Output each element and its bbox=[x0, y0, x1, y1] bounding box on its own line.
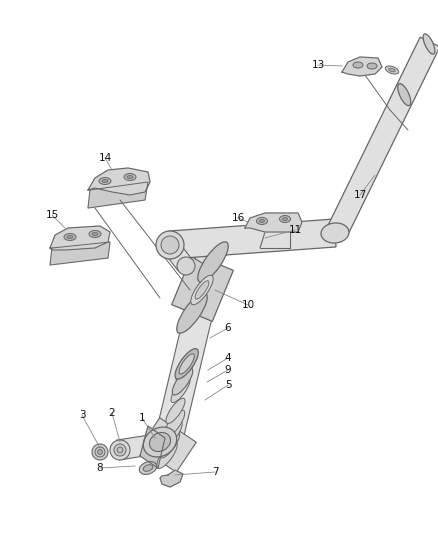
Polygon shape bbox=[50, 226, 110, 250]
Ellipse shape bbox=[98, 449, 102, 455]
Ellipse shape bbox=[423, 34, 435, 54]
Ellipse shape bbox=[367, 63, 377, 69]
Ellipse shape bbox=[257, 217, 268, 224]
Text: 1: 1 bbox=[139, 413, 145, 423]
Text: 7: 7 bbox=[212, 467, 218, 477]
Text: 5: 5 bbox=[225, 380, 231, 390]
Text: 9: 9 bbox=[225, 365, 231, 375]
Ellipse shape bbox=[159, 431, 180, 458]
Text: 11: 11 bbox=[288, 225, 302, 235]
Ellipse shape bbox=[143, 427, 177, 457]
Text: 4: 4 bbox=[225, 353, 231, 363]
Ellipse shape bbox=[164, 410, 185, 437]
Polygon shape bbox=[88, 182, 148, 208]
Polygon shape bbox=[117, 435, 152, 460]
Polygon shape bbox=[140, 418, 196, 472]
Ellipse shape bbox=[156, 231, 184, 259]
Ellipse shape bbox=[172, 368, 193, 395]
Ellipse shape bbox=[110, 440, 130, 460]
Ellipse shape bbox=[157, 441, 177, 469]
Ellipse shape bbox=[191, 275, 213, 305]
Ellipse shape bbox=[67, 236, 73, 238]
Ellipse shape bbox=[283, 217, 287, 221]
Ellipse shape bbox=[353, 62, 363, 68]
Ellipse shape bbox=[279, 215, 290, 222]
Ellipse shape bbox=[124, 174, 136, 181]
Ellipse shape bbox=[127, 175, 133, 179]
Ellipse shape bbox=[143, 465, 153, 471]
Polygon shape bbox=[50, 242, 110, 265]
Text: 6: 6 bbox=[225, 323, 231, 333]
Ellipse shape bbox=[117, 447, 123, 453]
Ellipse shape bbox=[179, 354, 194, 374]
Ellipse shape bbox=[259, 220, 265, 222]
Ellipse shape bbox=[389, 68, 396, 72]
Polygon shape bbox=[342, 57, 382, 76]
Text: 16: 16 bbox=[231, 213, 245, 223]
Polygon shape bbox=[140, 426, 165, 468]
Ellipse shape bbox=[92, 232, 98, 236]
Ellipse shape bbox=[102, 180, 108, 182]
Polygon shape bbox=[169, 219, 336, 259]
Ellipse shape bbox=[99, 177, 111, 184]
Text: 2: 2 bbox=[109, 408, 115, 418]
Ellipse shape bbox=[114, 444, 126, 456]
Ellipse shape bbox=[149, 432, 170, 451]
Ellipse shape bbox=[398, 84, 411, 106]
Ellipse shape bbox=[139, 462, 157, 474]
Ellipse shape bbox=[198, 242, 228, 282]
Ellipse shape bbox=[171, 377, 190, 402]
Ellipse shape bbox=[177, 257, 195, 275]
Ellipse shape bbox=[175, 349, 198, 379]
Polygon shape bbox=[88, 168, 150, 195]
Text: 10: 10 bbox=[241, 300, 254, 310]
Ellipse shape bbox=[95, 447, 105, 457]
Polygon shape bbox=[172, 254, 233, 321]
Ellipse shape bbox=[195, 281, 209, 299]
Polygon shape bbox=[160, 470, 183, 487]
Ellipse shape bbox=[166, 398, 185, 424]
Polygon shape bbox=[245, 213, 302, 232]
Text: 8: 8 bbox=[97, 463, 103, 473]
Ellipse shape bbox=[321, 223, 349, 243]
Polygon shape bbox=[180, 233, 218, 266]
Polygon shape bbox=[152, 305, 214, 458]
Ellipse shape bbox=[385, 66, 399, 74]
Text: 15: 15 bbox=[46, 210, 59, 220]
Text: 14: 14 bbox=[99, 153, 112, 163]
Polygon shape bbox=[328, 37, 438, 235]
Text: 13: 13 bbox=[311, 60, 325, 70]
Ellipse shape bbox=[162, 421, 182, 448]
Ellipse shape bbox=[64, 233, 76, 240]
Ellipse shape bbox=[177, 293, 207, 333]
Ellipse shape bbox=[176, 356, 195, 382]
Polygon shape bbox=[162, 239, 192, 270]
Ellipse shape bbox=[92, 444, 108, 460]
Ellipse shape bbox=[161, 236, 179, 254]
Ellipse shape bbox=[89, 230, 101, 238]
Text: 17: 17 bbox=[353, 190, 367, 200]
Text: 3: 3 bbox=[79, 410, 85, 420]
